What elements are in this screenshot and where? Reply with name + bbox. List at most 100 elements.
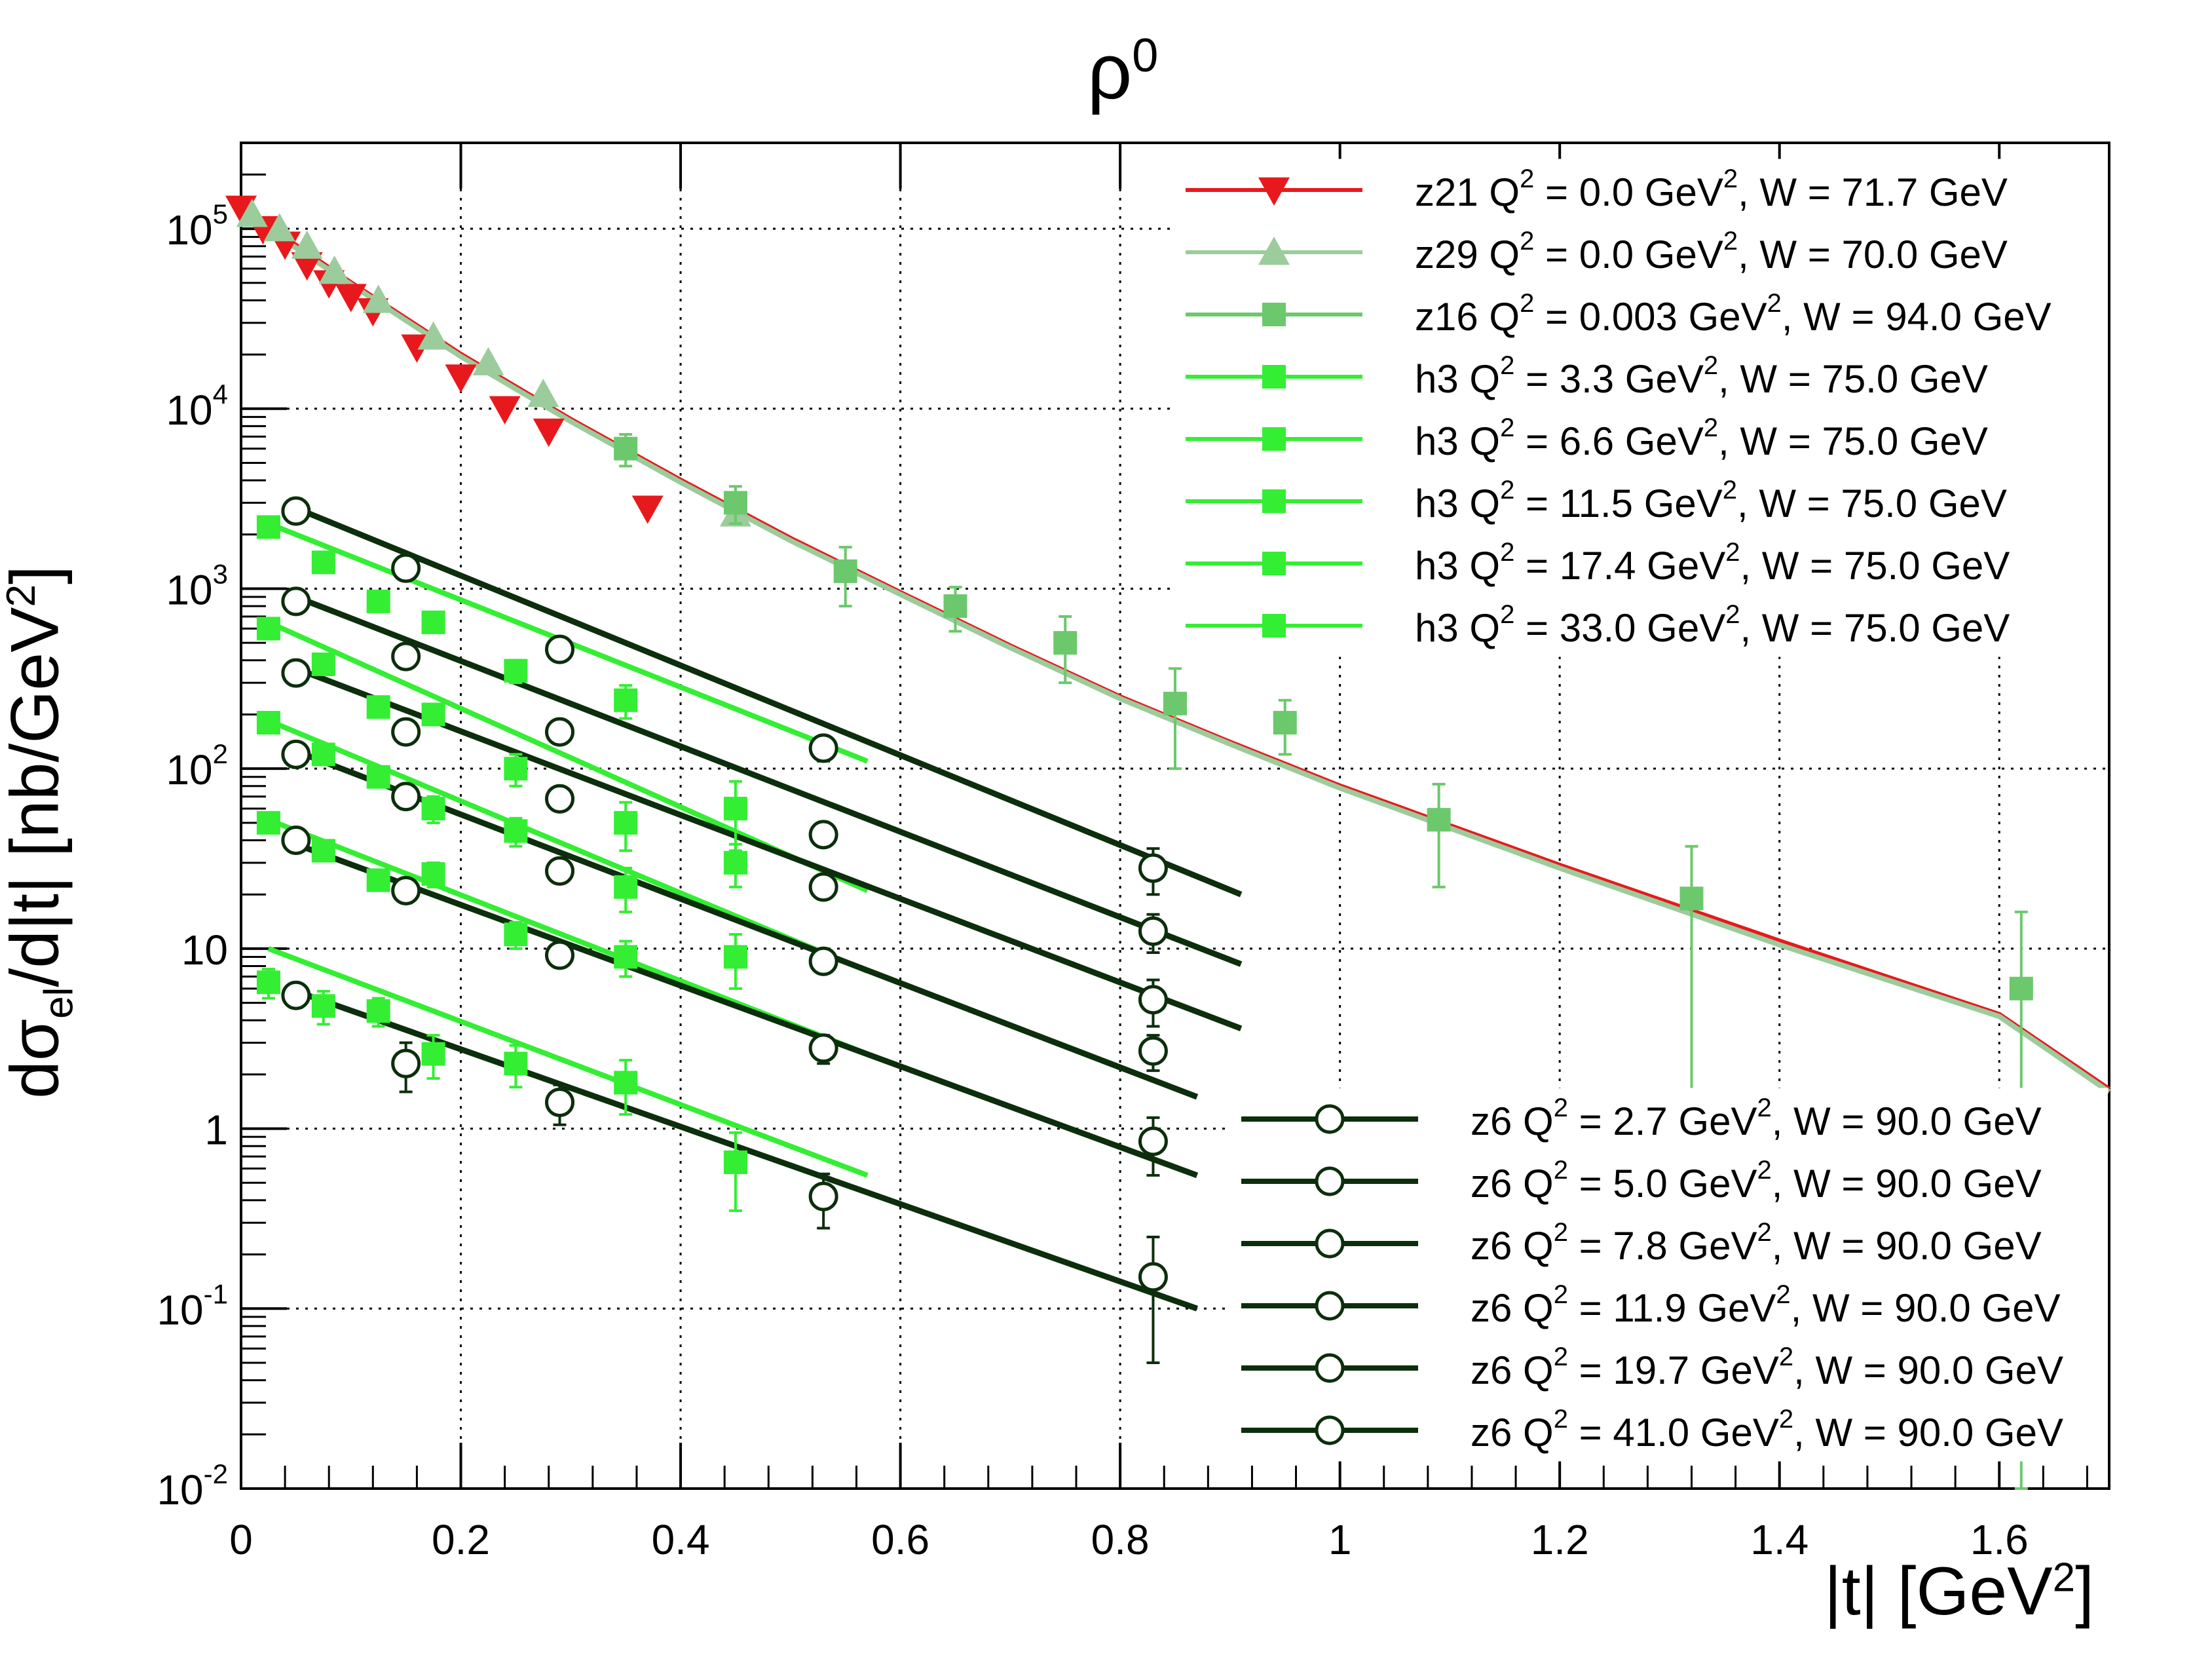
legend-entry: z6 Q2 = 5.0 GeV2, W = 90.0 GeV	[1241, 1156, 2042, 1206]
legend-q2: = 11.9 GeV	[1568, 1286, 1776, 1330]
data-point	[545, 940, 575, 970]
fit-line-z6a	[295, 505, 1243, 898]
legend-label: h3 Q2 = 33.0 GeV2, W = 75.0 GeV	[1415, 600, 2010, 650]
series-h3c	[256, 711, 747, 913]
legend-w: , W = 70.0 GeV	[1738, 233, 2008, 276]
legend-q2: = 5.0 GeV	[1568, 1162, 1757, 1206]
data-point	[723, 491, 747, 515]
legend-sup: 2	[1779, 1342, 1793, 1371]
x-tick-label: 1	[1328, 1516, 1352, 1563]
data-point	[291, 252, 323, 281]
legend-sup: 2	[1500, 538, 1514, 567]
y-tick-base: 10	[166, 206, 212, 254]
legend-name: z21 Q	[1415, 170, 1520, 214]
legend-sup: 2	[1554, 1342, 1568, 1371]
data-point	[1273, 711, 1297, 735]
legend-q2: = 0.0 GeV	[1534, 170, 1723, 214]
series-z6c	[281, 658, 1168, 1028]
data-point	[723, 1150, 747, 1174]
y-tick-label: 104	[166, 379, 228, 434]
data-point	[311, 994, 335, 1018]
data-point	[2009, 976, 2033, 1000]
legend-marker	[1315, 1291, 1345, 1321]
data-point	[545, 634, 575, 664]
legend-marker	[1262, 365, 1286, 389]
data-point	[281, 496, 311, 526]
data-point	[545, 784, 575, 814]
data-point	[833, 559, 857, 583]
legend-name: z6 Q	[1471, 1162, 1554, 1206]
y-tick-base: 1	[204, 1107, 228, 1154]
data-point	[533, 418, 565, 447]
y-tick-base: 10	[181, 926, 228, 974]
legend-sup: 2	[1554, 1094, 1568, 1122]
data-point	[1138, 1126, 1168, 1156]
data-point	[614, 436, 638, 461]
legend-name: z6 Q	[1471, 1224, 1554, 1268]
data-point	[1163, 691, 1187, 715]
legend-w: , W = 75.0 GeV	[1737, 482, 2007, 525]
legend-entry: h3 Q2 = 11.5 GeV2, W = 75.0 GeV	[1186, 476, 2007, 525]
data-point	[421, 862, 445, 886]
legend-label: z6 Q2 = 2.7 GeV2, W = 90.0 GeV	[1471, 1094, 2042, 1143]
data-point	[311, 839, 335, 863]
legend-background	[1228, 1088, 2108, 1462]
series-h3a	[256, 515, 638, 720]
legend-sup: 2	[1554, 1218, 1568, 1247]
y-tick-exponent: 2	[213, 738, 228, 769]
series-z6e	[281, 825, 1168, 1177]
legend-q2: = 2.7 GeV	[1568, 1099, 1757, 1143]
legend-name: h3 Q	[1415, 606, 1500, 650]
data-point	[1053, 631, 1078, 655]
legend-sup: 2	[1500, 413, 1514, 442]
legend-label: z6 Q2 = 41.0 GeV2, W = 90.0 GeV	[1471, 1405, 2063, 1455]
legend-marker	[1315, 1415, 1345, 1445]
fit-line-h3e	[267, 946, 869, 1178]
legend-q2: = 11.5 GeV	[1514, 482, 1722, 525]
data-point	[723, 945, 747, 969]
data-point	[723, 850, 747, 875]
legend-sup: 2	[1723, 164, 1738, 193]
data-point	[335, 284, 367, 313]
data-point	[1138, 1036, 1168, 1066]
legend-sup: 2	[1520, 289, 1534, 318]
legend-marker	[1315, 1104, 1345, 1134]
legend-w: , W = 90.0 GeV	[1793, 1411, 2063, 1455]
y-tick-exponent: 5	[213, 199, 228, 229]
series-h3e	[256, 968, 747, 1212]
xlabel-suffix: ]	[2075, 1553, 2094, 1629]
data-point	[256, 617, 280, 641]
data-point	[391, 875, 421, 905]
data-point	[256, 810, 280, 835]
data-point	[391, 641, 421, 672]
data-point	[291, 230, 323, 259]
data-point	[943, 594, 967, 618]
data-point	[391, 1048, 421, 1078]
y-tick-base: 10	[166, 387, 212, 434]
data-point	[421, 702, 445, 727]
legend-name: z6 Q	[1471, 1411, 1554, 1455]
legend-q2: = 41.0 GeV	[1568, 1411, 1779, 1455]
y-tick-exponent: 3	[213, 558, 228, 589]
data-point	[391, 717, 421, 747]
data-point	[256, 711, 280, 735]
data-point	[614, 688, 638, 712]
data-point	[281, 658, 311, 688]
data-point	[545, 1087, 575, 1117]
legend-w: , W = 90.0 GeV	[1793, 1348, 2063, 1392]
fit-line-z29	[239, 209, 2111, 1094]
data-point	[311, 652, 335, 676]
fit-line-z6f	[295, 988, 1199, 1312]
y-tick-label: 103	[166, 558, 228, 613]
data-point	[504, 757, 528, 781]
legend-sup: 2	[1500, 351, 1514, 380]
legend-entry: z6 Q2 = 11.9 GeV2, W = 90.0 GeV	[1241, 1280, 2061, 1330]
data-point	[417, 321, 449, 350]
legend-w: , W = 75.0 GeV	[1740, 544, 2010, 588]
legend-w: , W = 90.0 GeV	[1772, 1162, 2042, 1206]
data-point	[614, 1071, 638, 1095]
legend-name: h3 Q	[1415, 419, 1500, 463]
legend-entry: z6 Q2 = 2.7 GeV2, W = 90.0 GeV	[1241, 1094, 2042, 1143]
data-point	[391, 782, 421, 812]
